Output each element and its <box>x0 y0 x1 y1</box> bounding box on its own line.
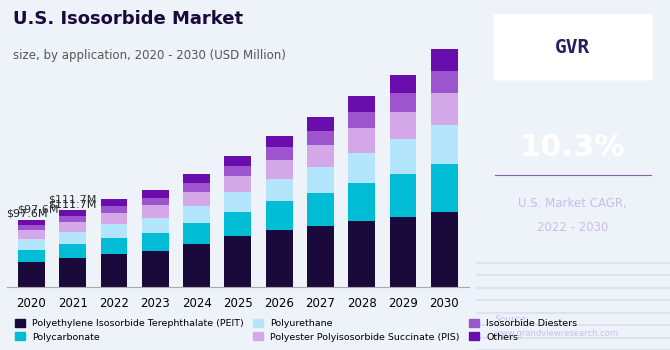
Bar <box>389 139 416 174</box>
Bar <box>183 193 210 206</box>
Bar <box>307 193 334 226</box>
Bar <box>18 230 45 239</box>
Bar <box>100 213 127 224</box>
Text: U.S. Market CAGR,: U.S. Market CAGR, <box>519 196 627 210</box>
Bar <box>266 136 293 147</box>
Bar <box>389 217 416 287</box>
Bar <box>18 250 45 262</box>
Text: www.grandviewresearch.com: www.grandviewresearch.com <box>495 329 619 338</box>
Bar <box>389 75 416 93</box>
Bar <box>60 244 86 258</box>
Bar <box>100 206 127 213</box>
Text: $111.7M: $111.7M <box>48 194 96 204</box>
Bar <box>348 222 375 287</box>
Bar <box>60 216 86 222</box>
Bar <box>431 93 458 125</box>
Bar <box>142 233 169 251</box>
Bar <box>389 112 416 139</box>
Bar <box>142 251 169 287</box>
Bar <box>224 193 251 212</box>
Bar <box>266 201 293 230</box>
Bar <box>348 96 375 112</box>
Bar <box>142 205 169 218</box>
Bar <box>183 183 210 192</box>
Bar <box>389 93 416 112</box>
Bar <box>348 128 375 153</box>
Bar <box>142 218 169 233</box>
Bar <box>224 156 251 166</box>
Bar <box>100 238 127 254</box>
Text: U.S. Isosorbide Market: U.S. Isosorbide Market <box>13 10 243 28</box>
Text: size, by application, 2020 - 2030 (USD Million): size, by application, 2020 - 2030 (USD M… <box>13 49 286 62</box>
Bar <box>60 210 86 216</box>
Bar <box>100 199 127 206</box>
Text: $97.6M: $97.6M <box>17 204 58 215</box>
Text: $111.7M: $111.7M <box>48 199 97 209</box>
Bar <box>266 147 293 160</box>
Bar <box>100 224 127 238</box>
Bar <box>389 174 416 217</box>
Bar <box>18 239 45 250</box>
Bar <box>307 117 334 131</box>
Bar <box>224 236 251 287</box>
Bar <box>431 49 458 71</box>
Bar <box>183 206 210 223</box>
Bar <box>224 176 251 193</box>
Bar <box>266 230 293 287</box>
Text: GVR: GVR <box>555 38 590 57</box>
Text: $97.6M: $97.6M <box>7 209 48 219</box>
Legend: Polyethylene Isosorbide Terephthalate (PEIT), Polycarbonate, Polyurethane, Polye: Polyethylene Isosorbide Terephthalate (P… <box>11 315 582 345</box>
FancyBboxPatch shape <box>493 14 653 80</box>
Bar <box>60 232 86 244</box>
Text: 2022 - 2030: 2022 - 2030 <box>537 221 608 234</box>
Bar <box>224 166 251 176</box>
Text: 10.3%: 10.3% <box>520 133 626 161</box>
Bar <box>431 71 458 93</box>
Bar <box>307 167 334 193</box>
Bar <box>266 178 293 201</box>
Bar <box>100 254 127 287</box>
Bar <box>142 190 169 198</box>
Bar <box>60 222 86 232</box>
Bar <box>183 244 210 287</box>
Bar <box>266 160 293 178</box>
Bar <box>307 226 334 287</box>
Bar <box>18 225 45 230</box>
Text: Source:: Source: <box>495 315 529 324</box>
Bar <box>307 131 334 145</box>
Bar <box>348 112 375 128</box>
Bar <box>18 219 45 225</box>
Bar <box>183 223 210 244</box>
Bar <box>348 153 375 183</box>
Bar <box>224 212 251 236</box>
Bar <box>183 174 210 183</box>
Bar <box>431 212 458 287</box>
Bar <box>307 145 334 167</box>
Bar <box>348 183 375 222</box>
Bar <box>60 258 86 287</box>
Bar <box>431 125 458 164</box>
Bar <box>142 198 169 205</box>
Bar <box>18 262 45 287</box>
Bar <box>431 164 458 212</box>
